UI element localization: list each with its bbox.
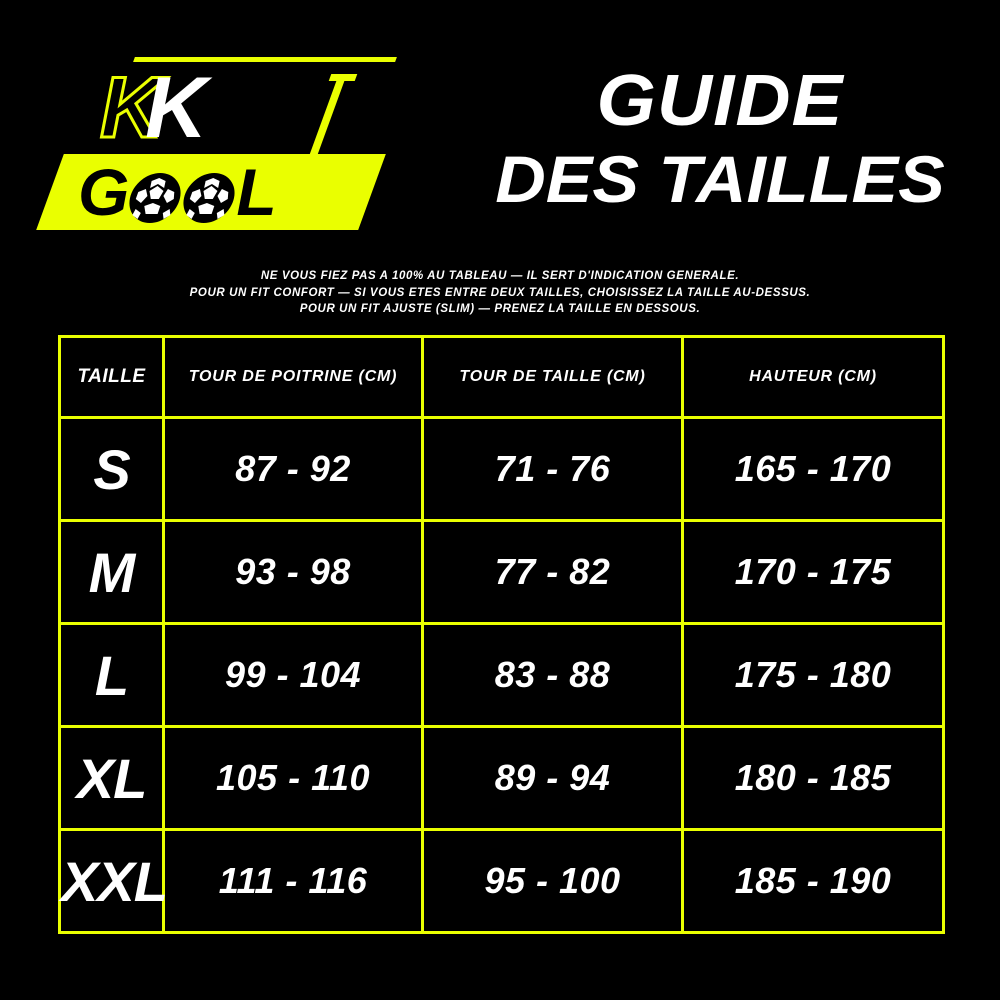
cell-chest: 105 - 110 [162, 725, 424, 831]
table-row: S 87 - 92 71 - 76 165 - 170 [58, 416, 945, 522]
cell-chest: 111 - 116 [162, 828, 424, 934]
guidance-notes: NE VOUS FIEZ PAS A 100% AU TABLEAU — IL … [0, 268, 1000, 318]
cell-waist: 83 - 88 [421, 622, 684, 728]
cell-height: 170 - 175 [681, 519, 945, 625]
table-row: L 99 - 104 83 - 88 175 - 180 [58, 622, 945, 728]
column-header-waist: TOUR DE TAILLE (CM) [421, 335, 684, 419]
cell-height: 185 - 190 [681, 828, 945, 934]
cell-waist: 71 - 76 [421, 416, 684, 522]
cell-height: 175 - 180 [681, 622, 945, 728]
note-line: POUR UN FIT CONFORT — SI VOUS ETES ENTRE… [189, 286, 811, 299]
column-header-size: TAILLE [58, 335, 165, 419]
logo-gool-prefix: G [78, 155, 129, 229]
cell-chest: 99 - 104 [162, 622, 424, 728]
cell-size: XL [58, 725, 165, 831]
table-row: XL 105 - 110 89 - 94 180 - 185 [58, 725, 945, 831]
table-row: XXL 111 - 116 95 - 100 185 - 190 [58, 828, 945, 934]
logo-k-solid: K [145, 60, 207, 156]
size-table-container: TAILLE TOUR DE POITRINE (CM) TOUR DE TAI… [58, 335, 945, 934]
cell-height: 180 - 185 [681, 725, 945, 831]
title-line-1: GUIDE [596, 61, 844, 141]
column-header-height: HAUTEUR (CM) [681, 335, 945, 419]
table-header: TAILLE TOUR DE POITRINE (CM) TOUR DE TAI… [58, 335, 945, 419]
note-line: NE VOUS FIEZ PAS A 100% AU TABLEAU — IL … [260, 270, 740, 282]
title-line-2: DES TAILLES [495, 142, 945, 216]
note-line: POUR UN FIT AJUSTE (SLIM) — PRENEZ LA TA… [299, 303, 701, 315]
cell-chest: 93 - 98 [162, 519, 424, 625]
table-row: M 93 - 98 77 - 82 170 - 175 [58, 519, 945, 625]
cell-size: M [58, 519, 165, 625]
logo-kk-text: KK [98, 58, 360, 158]
logo-k-outline: K [98, 59, 163, 158]
cell-size: L [58, 622, 165, 728]
cell-height: 165 - 170 [681, 416, 945, 522]
cell-waist: 89 - 94 [421, 725, 684, 831]
page-title: GUIDE DES TAILLES [470, 62, 970, 218]
cell-size: S [58, 416, 165, 522]
soccer-ball-icon [124, 172, 187, 224]
cell-size: XXL [58, 828, 168, 934]
size-table: TAILLE TOUR DE POITRINE (CM) TOUR DE TAI… [58, 335, 945, 934]
soccer-ball-icon [178, 172, 241, 224]
cell-waist: 77 - 82 [421, 519, 684, 625]
logo-gool-suffix: L [236, 155, 276, 229]
cell-chest: 87 - 92 [162, 416, 424, 522]
cell-waist: 95 - 100 [421, 828, 684, 934]
table-header-row: TAILLE TOUR DE POITRINE (CM) TOUR DE TAI… [58, 335, 945, 419]
column-header-chest: TOUR DE POITRINE (CM) [162, 335, 424, 419]
table-body: S 87 - 92 71 - 76 165 - 170 M 93 - 98 77… [58, 416, 945, 934]
